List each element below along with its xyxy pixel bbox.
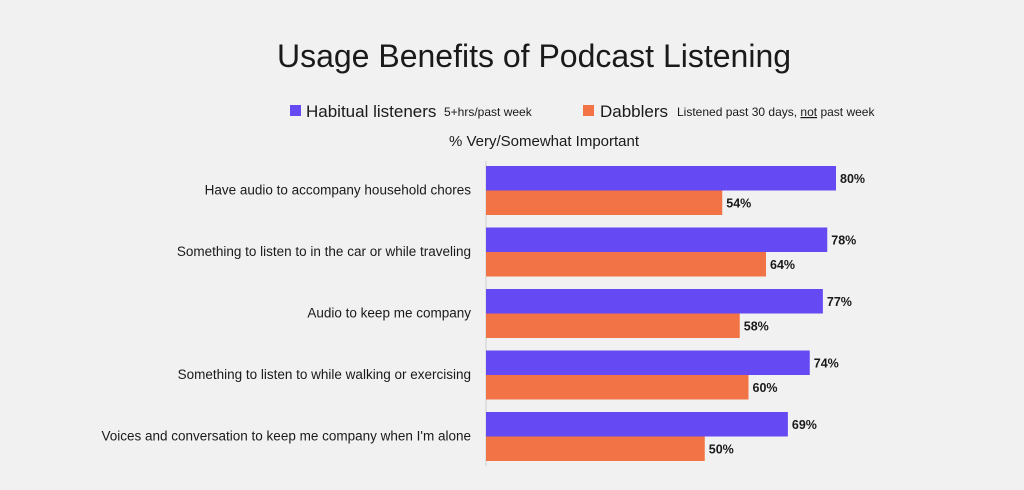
bar-habitual: [486, 350, 810, 375]
legend-note-dabblers-part3: past week: [817, 105, 875, 119]
bar-habitual: [486, 166, 836, 191]
bar-habitual: [486, 227, 828, 252]
legend-label-habitual: Habitual listeners: [306, 102, 436, 121]
legend-label-dabblers: Dabblers: [600, 102, 668, 121]
bar-dabblers: [486, 190, 723, 215]
legend-note-habitual: 5+hrs/past week: [444, 105, 533, 119]
data-label-habitual: 69%: [792, 418, 817, 432]
bar-habitual: [486, 412, 788, 437]
data-label-dabblers: 58%: [744, 319, 769, 333]
category-label: Audio to keep me company: [307, 306, 471, 321]
bars-group: Have audio to accompany household chores…: [101, 166, 865, 461]
bar-dabblers: [486, 375, 749, 400]
category-label: Something to listen to in the car or whi…: [177, 244, 471, 259]
bar-dabblers: [486, 436, 705, 461]
data-label-habitual: 74%: [814, 356, 839, 370]
bar-dabblers: [486, 252, 766, 277]
category-label: Have audio to accompany household chores: [205, 183, 472, 198]
category-label: Something to listen to while walking or …: [178, 367, 471, 382]
category-label: Voices and conversation to keep me compa…: [101, 429, 471, 444]
data-label-dabblers: 54%: [726, 196, 751, 210]
legend-note-dabblers-part1: Listened past 30 days,: [677, 105, 800, 119]
data-label-habitual: 77%: [827, 295, 852, 309]
chart-subtitle: % Very/Somewhat Important: [449, 133, 640, 150]
bar-dabblers: [486, 313, 740, 338]
legend-swatch-habitual: [290, 105, 301, 116]
legend-note-dabblers-not: not: [800, 105, 817, 119]
data-label-dabblers: 64%: [770, 258, 795, 272]
chart-title: Usage Benefits of Podcast Listening: [277, 38, 791, 74]
legend: Habitual listeners 5+hrs/past week Dabbl…: [290, 102, 875, 121]
data-label-habitual: 78%: [831, 233, 856, 247]
bar-habitual: [486, 289, 823, 314]
data-label-habitual: 80%: [840, 172, 865, 186]
data-label-dabblers: 60%: [753, 381, 778, 395]
legend-note-dabblers: Listened past 30 days, not past week: [677, 105, 875, 119]
legend-swatch-dabblers: [583, 105, 594, 116]
data-label-dabblers: 50%: [709, 442, 734, 456]
